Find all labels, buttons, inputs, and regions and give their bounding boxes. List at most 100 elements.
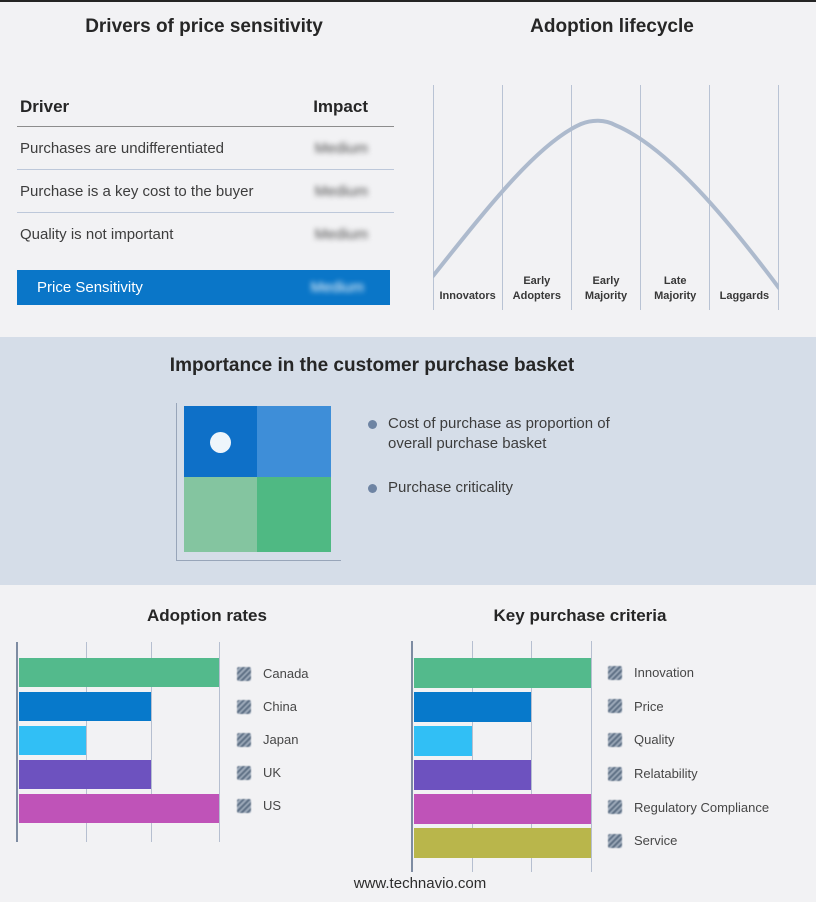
key-criteria-legend: Innovation Price Quality Relatability Regula… — [608, 656, 769, 858]
bullet-icon — [368, 420, 377, 429]
bullet-icon — [368, 484, 377, 493]
top-divider — [0, 0, 816, 2]
bar-uk — [19, 760, 151, 789]
key-criteria-gridline — [591, 641, 592, 872]
legend-item: Price — [608, 690, 769, 724]
driver-column-header: Driver — [20, 97, 70, 116]
quadrant-marker-dot — [210, 432, 231, 453]
impact-column-header: Impact — [313, 97, 368, 116]
legend-swatch-icon — [608, 833, 622, 848]
website-footer: www.technavio.com — [353, 875, 487, 892]
legend-swatch-icon — [608, 732, 622, 747]
bullet-text: Cost of purchase as proportion of overal… — [388, 415, 610, 452]
quadrant-cell-bottom-left — [184, 477, 257, 552]
key-purchase-criteria-title: Key purchase criteria — [493, 606, 667, 625]
legend-label: Service — [634, 833, 678, 849]
lifecycle-stage-label: Laggards — [719, 289, 770, 302]
adoption-lifecycle-title: Adoption lifecycle — [530, 16, 694, 37]
bar-us — [19, 794, 219, 823]
adoption-lifecycle-chart — [433, 85, 779, 310]
impact-cell: Medium — [314, 226, 368, 243]
adoption-rates-gridline — [86, 642, 87, 842]
bar-innovation — [414, 658, 591, 688]
bar-canada — [19, 658, 219, 687]
bar-china — [19, 692, 151, 721]
lifecycle-stage-label: Late Majority — [654, 275, 697, 302]
driver-row: Purchases are undifferentiated Medium — [17, 127, 394, 170]
legend-swatch-icon — [237, 765, 251, 780]
adoption-rates-gridline — [151, 642, 152, 842]
key-criteria-gridline — [531, 641, 532, 872]
key-criteria-axis — [411, 641, 413, 872]
price-sensitivity-label: Price Sensitivity — [37, 279, 143, 296]
basket-bullet-list: Cost of purchase as proportion of overal… — [368, 414, 638, 522]
bar-japan — [19, 726, 86, 755]
legend-label: Canada — [263, 666, 309, 681]
price-sensitivity-impact: Medium — [310, 279, 364, 296]
legend-label: Innovation — [634, 665, 694, 681]
legend-label: Price — [634, 698, 664, 714]
legend-label: US — [263, 798, 282, 813]
legend-label: Japan — [263, 732, 299, 747]
quadrant-y-axis — [176, 403, 177, 561]
legend-swatch-icon — [237, 666, 251, 681]
driver-cell: Quality is not important — [20, 226, 174, 243]
bar-price — [414, 692, 531, 722]
legend-swatch-icon — [608, 800, 622, 815]
impact-cell: Medium — [314, 139, 368, 157]
basket-bullet: Purchase criticality — [368, 478, 638, 498]
legend-swatch-icon — [237, 699, 251, 714]
driver-row: Purchase is a key cost to the buyer Mediu… — [17, 170, 394, 213]
basket-bullet: Cost of purchase as proportion of overal… — [368, 414, 638, 454]
driver-row: Quality is not important Medium — [17, 213, 394, 256]
bar-relatability — [414, 760, 531, 790]
legend-label: UK — [263, 765, 282, 780]
lifecycle-stage-labels: Innovators Early Adopters Early Majority La… — [433, 262, 779, 303]
bullet-text: Purchase criticality — [388, 479, 514, 496]
lifecycle-stage-label: Early Majority — [584, 275, 628, 302]
legend-label: Regulatory Compliance — [634, 799, 770, 815]
legend-label: China — [263, 699, 297, 714]
legend-swatch-icon — [237, 798, 251, 813]
legend-item: US — [237, 789, 309, 822]
bar-regulatory-compliance — [414, 794, 591, 824]
adoption-rates-title: Adoption rates — [147, 606, 267, 625]
legend-item: China — [237, 690, 309, 723]
legend-item: Innovation — [608, 656, 769, 690]
driver-cell: Purchase is a key cost to the buyer — [20, 182, 254, 200]
bell-curve — [433, 118, 779, 290]
price-sensitivity-row: Price Sensitivity Medium — [17, 270, 390, 305]
quadrant-cell-bottom-right — [257, 477, 331, 552]
legend-item: Japan — [237, 723, 309, 756]
legend-label: Quality — [634, 732, 675, 748]
legend-item: Quality — [608, 723, 769, 757]
drivers-table: Driver Impact Purchases are undifferenti… — [17, 95, 394, 256]
lifecycle-stage-label: Early Adopters — [512, 275, 561, 302]
legend-item: Canada — [237, 657, 309, 690]
key-criteria-gridline — [472, 641, 473, 872]
legend-swatch-icon — [608, 699, 622, 714]
legend-item: Regulatory Compliance — [608, 790, 769, 824]
adoption-rates-gridline — [219, 642, 220, 842]
driver-cell: Purchases are undifferentiated — [20, 139, 225, 157]
lifecycle-gridlines — [433, 85, 779, 310]
legend-item: UK — [237, 756, 309, 789]
legend-item: Service — [608, 824, 769, 858]
purchase-basket-band — [0, 337, 816, 585]
legend-item: Relatability — [608, 757, 769, 791]
legend-swatch-icon — [608, 766, 622, 781]
impact-cell: Medium — [314, 182, 368, 200]
purchase-basket-title: Importance in the customer purchase bask… — [169, 355, 575, 376]
drivers-table-title: Drivers of price sensitivity — [85, 16, 323, 37]
quadrant-cell-top-right — [257, 406, 331, 477]
adoption-rates-axis — [16, 642, 18, 842]
drivers-table-header: Driver Impact — [17, 95, 394, 127]
legend-label: Relatability — [634, 766, 698, 782]
adoption-rates-legend: Canada China Japan UK US — [237, 657, 309, 822]
legend-swatch-icon — [608, 665, 622, 680]
lifecycle-stage-label: Innovators — [439, 289, 496, 302]
bar-quality — [414, 726, 472, 756]
bar-service — [414, 828, 591, 858]
quadrant-x-axis — [176, 560, 341, 561]
